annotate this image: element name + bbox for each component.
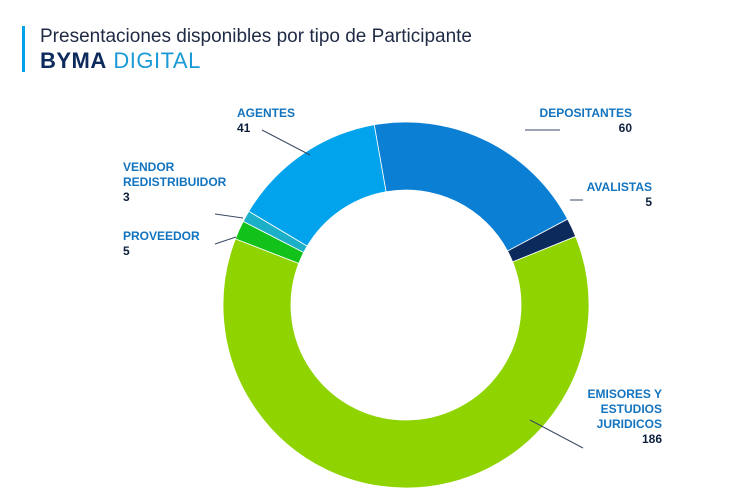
label-value: 60 [619,121,633,135]
label-emisores-y-estudios-juridicos: EMISORES Y ESTUDIOS JURIDICOS 186 [588,387,663,446]
donut-chart: DEPOSITANTES 60AVALISTAS 5EMISORES Y ESTUDI… [0,0,730,495]
leader-line-vendor-redistribuidor [215,214,243,218]
label-name-line: REDISTRIBUIDOR [123,175,227,189]
label-name-line: ESTUDIOS [601,402,662,416]
label-name-line: PROVEEDOR [123,229,200,243]
label-vendor-redistribuidor: VENDOR REDISTRIBUIDOR 3 [123,160,227,204]
label-value: 5 [645,195,652,209]
label-name-line: VENDOR [123,160,175,174]
label-value: 3 [123,190,130,204]
slice-emisores-y-estudios-juridicos [223,236,589,488]
slice-depositantes [374,122,567,251]
label-depositantes: DEPOSITANTES 60 [540,106,633,135]
donut-slices [223,122,589,488]
leader-line-emisores-y-estudios-juridicos [530,420,583,448]
label-name-line: AVALISTAS [587,180,652,194]
label-name-line: DEPOSITANTES [540,106,632,120]
label-agentes: AGENTES 41 [237,106,295,135]
leader-line-agentes [262,130,310,155]
label-value: 41 [237,121,251,135]
label-name-line: EMISORES Y [588,387,662,401]
label-proveedor: PROVEEDOR 5 [123,229,200,258]
label-value: 5 [123,244,130,258]
label-name-line: AGENTES [237,106,295,120]
label-name-line: JURIDICOS [597,417,662,431]
leader-line-proveedor [215,237,236,244]
label-avalistas: AVALISTAS 5 [587,180,653,209]
label-value: 186 [642,432,662,446]
